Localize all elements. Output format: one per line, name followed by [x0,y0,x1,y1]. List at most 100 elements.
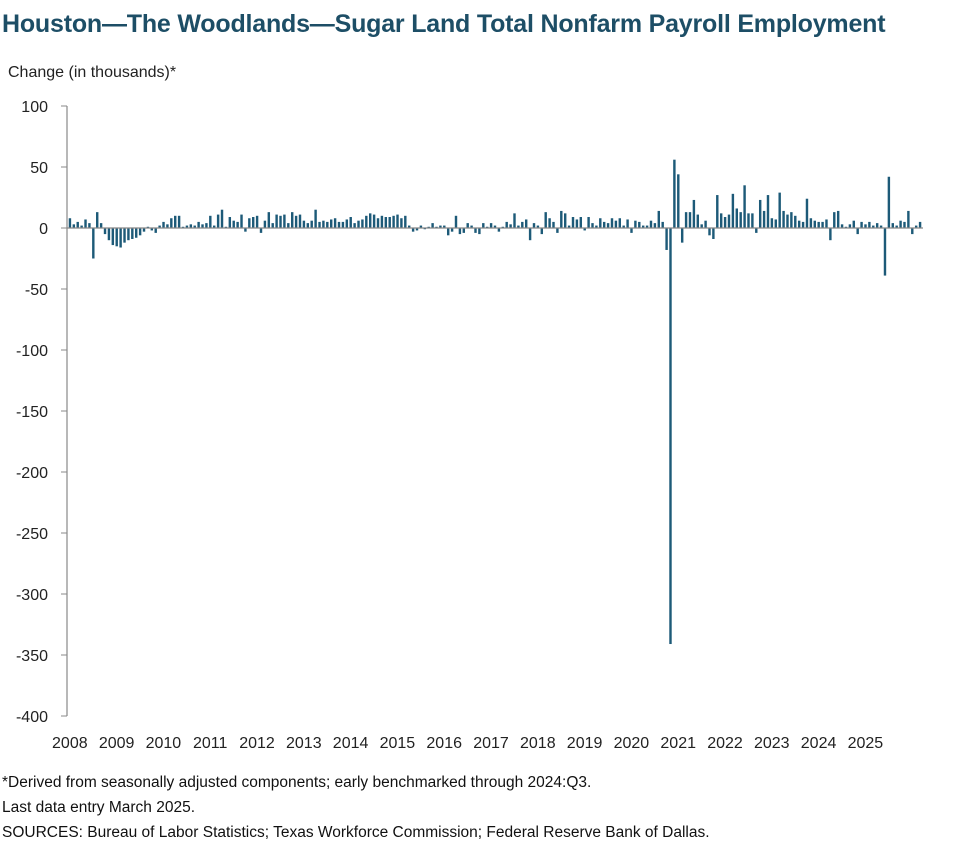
x-tick-label: 2009 [99,735,135,752]
bar-chart: 100 50 0 -50 -100 -150 -200 -250 -300 -350 -400 20… [16,99,923,752]
bar [848,224,852,228]
axes [66,106,923,716]
y-axis-label: Change (in thousands)* [8,64,177,81]
bar [80,225,83,228]
bar [505,221,508,228]
bar [318,221,321,228]
x-tick-label: 2022 [707,735,743,752]
bar [287,223,290,228]
x-tick-label: 2011 [193,735,228,752]
bar [653,223,657,228]
bar [209,215,212,228]
bar [692,199,696,228]
bar [419,225,423,228]
bar [252,217,255,228]
bar [751,213,754,228]
bar [840,224,844,228]
bar [560,210,563,228]
bar [220,209,224,228]
bar [649,220,653,228]
bar [333,218,337,228]
bar [177,215,181,228]
bar [236,221,239,228]
bar [291,212,294,228]
bar [84,219,87,228]
bar [700,224,703,228]
bar [131,228,134,239]
bar [400,218,403,228]
x-tick-label: 2024 [801,735,837,752]
bar [669,228,672,645]
bar [326,221,329,228]
bar [158,225,161,228]
bars [68,159,922,645]
x-tick-labels: 2008 2009 2010 2011 2012 2013 2014 2015 2016 2017… [52,735,883,752]
bar [423,228,427,230]
bar [836,210,840,228]
bar [833,212,836,228]
bar [918,221,922,228]
bar [294,215,298,228]
bar [68,218,72,228]
bar [618,218,621,228]
bar [856,228,859,235]
bar [606,223,610,228]
bar [458,228,462,235]
x-tick-label: 2023 [754,735,790,752]
bar [883,228,887,276]
bar [626,219,629,228]
bar [174,215,177,228]
bar [279,215,282,228]
bar [786,214,789,228]
bar [123,228,126,243]
x-tick-label: 2014 [333,735,369,752]
bar [622,225,625,228]
y-tick-label: -250 [16,526,48,543]
bar [680,228,684,243]
bar [509,224,512,228]
bar [638,221,641,228]
bar [879,225,883,228]
y-tick-label: -400 [16,709,48,726]
bar [493,225,497,228]
bar [72,224,76,228]
bar [411,228,415,232]
bar [517,225,520,228]
bar [817,221,820,228]
bar [396,214,399,228]
bar [404,215,407,228]
bar [825,219,828,228]
bar [567,225,571,228]
bar [427,226,430,228]
bar [365,215,368,228]
bar [872,225,875,228]
bar [298,214,302,228]
bar [544,212,547,228]
bar [583,228,586,231]
x-tick-label: 2018 [520,735,556,752]
bar [470,225,473,228]
bar [353,223,356,228]
bar [193,225,196,228]
y-tick-label: -100 [16,343,48,360]
y-tick-label: -350 [16,648,48,665]
note-last-entry: Last data entry March 2025. [2,799,196,816]
bar [595,225,598,228]
bar [306,223,310,228]
bar [228,217,232,228]
bar [330,219,333,228]
bar [240,214,243,228]
bar [591,223,594,228]
bar [474,228,477,233]
bar [138,228,142,236]
bar [755,228,758,233]
bar [528,228,532,241]
bar [263,220,267,228]
bar [875,223,879,228]
bar [708,228,711,236]
bar [513,213,516,228]
bar [372,214,376,228]
bar [704,220,707,228]
bar [482,223,485,228]
note-sources: SOURCES: Bureau of Labor Statistics; Tex… [2,824,710,841]
